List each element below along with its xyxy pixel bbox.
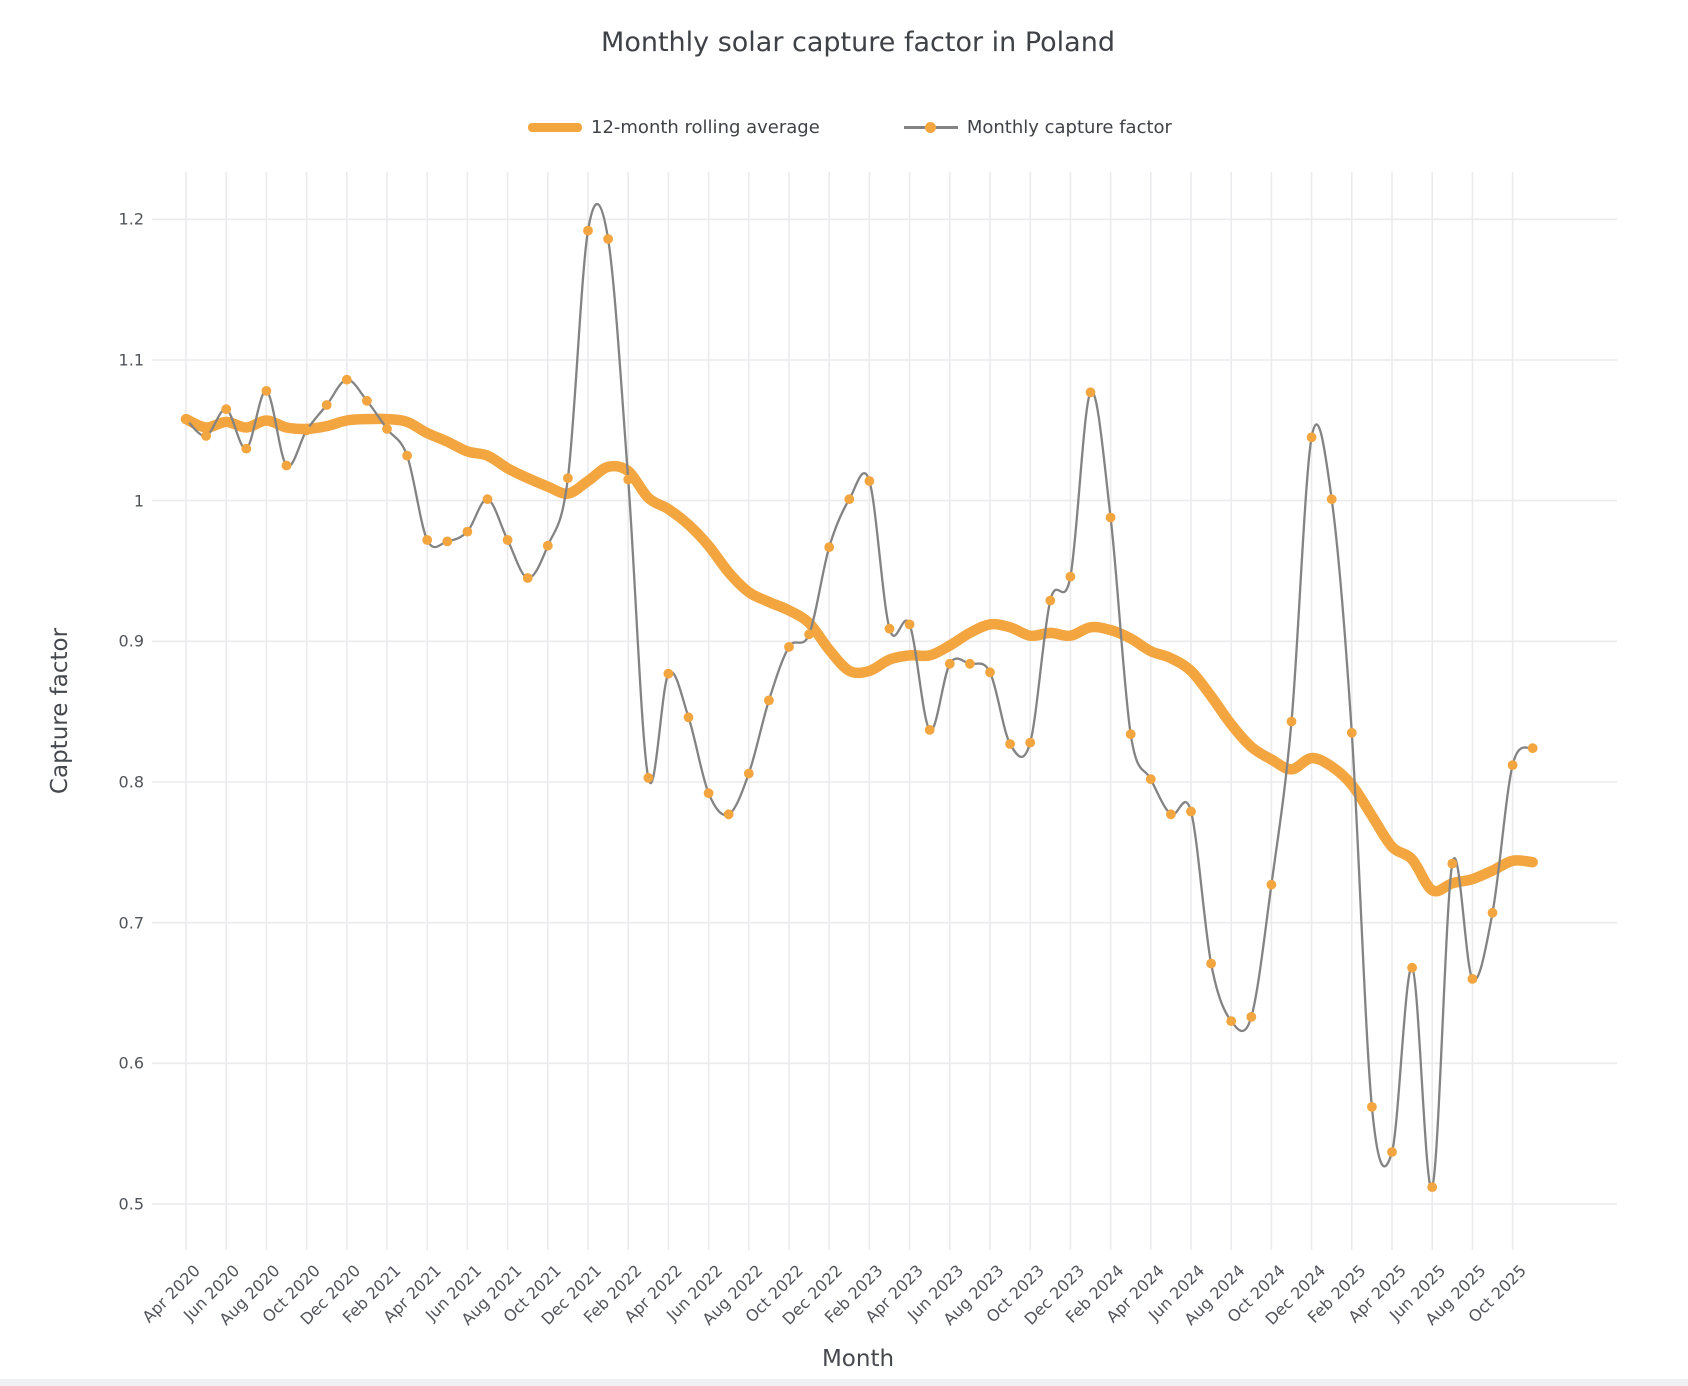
data-point [542, 540, 553, 551]
rolling-average-line [180, 413, 1538, 897]
data-point [1045, 595, 1056, 606]
data-point [382, 424, 392, 434]
legend-swatch-rolling-average [528, 122, 582, 132]
data-point [563, 473, 573, 483]
data-point [241, 443, 252, 454]
data-point [281, 460, 292, 471]
data-point [1447, 858, 1458, 869]
legend-label-monthly: Monthly capture factor [966, 116, 1172, 138]
y-tick-label: 0.7 [118, 913, 144, 933]
data-point [603, 234, 613, 244]
data-point [1025, 737, 1036, 748]
data-point [1286, 716, 1297, 727]
legend: 12-month rolling average Monthly capture… [528, 110, 1172, 144]
data-point [884, 623, 895, 634]
data-point [703, 788, 714, 799]
data-point [301, 425, 312, 436]
data-point [643, 772, 654, 783]
data-point [904, 619, 915, 630]
data-point [1166, 809, 1176, 820]
data-point [522, 573, 533, 583]
data-point [1226, 1016, 1237, 1026]
legend-label-rolling-average: 12-month rolling average [591, 116, 820, 138]
data-point [985, 667, 995, 678]
data-point [1387, 1147, 1397, 1157]
y-tick-label: 0.8 [118, 772, 144, 792]
y-tick-label: 0.9 [118, 631, 144, 651]
data-point [804, 629, 814, 640]
data-point [1246, 1012, 1257, 1022]
data-point [402, 450, 412, 461]
legend-swatch-monthly [903, 120, 958, 134]
data-point [502, 535, 513, 545]
y-tick-label: 0.5 [118, 1194, 144, 1214]
data-point [1125, 729, 1136, 740]
chart-title: Monthly solar capture factor in Poland [601, 27, 1115, 58]
data-point [723, 809, 734, 820]
data-point [1145, 774, 1156, 785]
data-point [1326, 494, 1337, 505]
legend-item-rolling-average[interactable]: 12-month rolling average [528, 117, 820, 138]
data-point [1367, 1102, 1377, 1112]
data-point [482, 494, 493, 505]
data-point [583, 225, 593, 236]
y-tick-label: 1.1 [118, 350, 144, 370]
data-point [1407, 962, 1417, 973]
data-point [1005, 739, 1015, 749]
page-bottom-strip [0, 1379, 1688, 1386]
data-point [1105, 512, 1116, 523]
data-point [341, 374, 352, 385]
data-point [1186, 806, 1196, 817]
x-axis-title: Month [821, 1346, 895, 1372]
data-point [321, 400, 332, 410]
data-point [261, 386, 272, 396]
data-point [743, 768, 754, 779]
data-point [1065, 571, 1076, 582]
y-axis-title: Capture factor [47, 627, 73, 795]
legend-swatch-monthly-dot [924, 121, 936, 133]
data-point [824, 542, 835, 552]
y-tick-label: 0.6 [118, 1053, 144, 1073]
data-point [181, 414, 191, 424]
data-point [683, 712, 694, 723]
data-point [965, 658, 975, 669]
data-point [1346, 727, 1357, 738]
data-point [1507, 760, 1518, 770]
data-point [944, 658, 955, 669]
data-point [924, 725, 935, 735]
data-point [1085, 387, 1096, 398]
data-point [422, 535, 433, 545]
data-point [1467, 974, 1478, 984]
data-point [1266, 879, 1277, 890]
data-point [1487, 907, 1498, 918]
data-point [784, 642, 794, 652]
data-point [1527, 743, 1538, 754]
data-point [221, 404, 232, 415]
data-point [663, 668, 674, 679]
monthly-line [185, 203, 1534, 1189]
data-point [1206, 958, 1216, 969]
data-point [844, 494, 855, 505]
data-point [362, 395, 372, 406]
data-point [462, 526, 473, 537]
data-point [201, 431, 212, 441]
data-point [1306, 432, 1317, 443]
data-point [1427, 1182, 1438, 1192]
data-point [764, 695, 774, 706]
y-tick-label: 1 [133, 491, 144, 511]
data-point [442, 536, 453, 547]
legend-item-monthly[interactable]: Monthly capture factor [903, 116, 1172, 138]
data-point [623, 474, 634, 485]
data-point [864, 476, 875, 486]
y-tick-label: 1.2 [118, 209, 144, 229]
